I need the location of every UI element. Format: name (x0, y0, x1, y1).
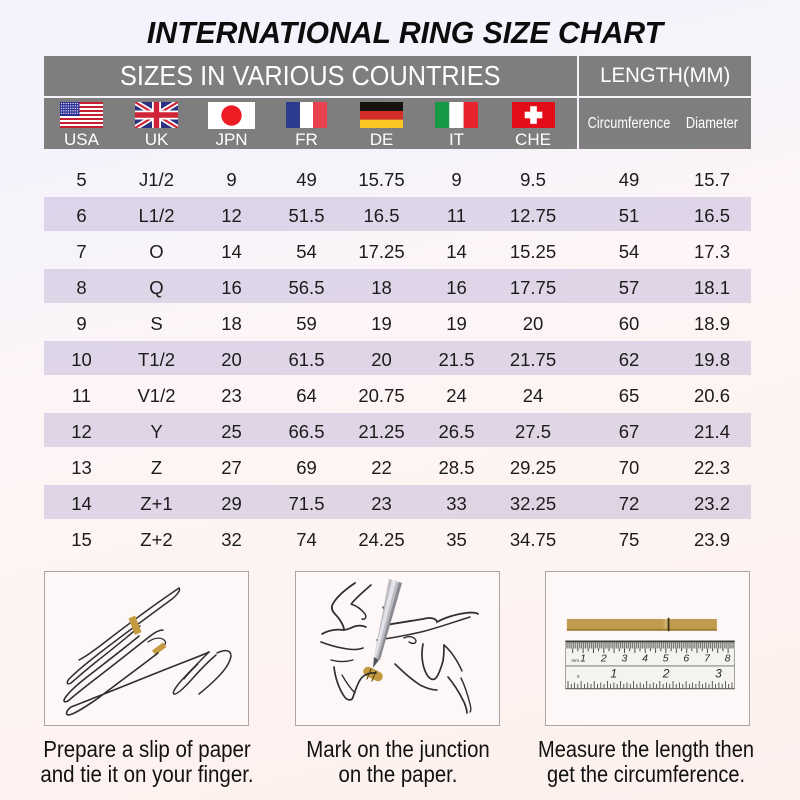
svg-text:6: 6 (683, 653, 689, 665)
svg-text:3: 3 (715, 667, 722, 681)
svg-text:1: 1 (580, 653, 586, 665)
svg-text:mm: mm (571, 658, 579, 663)
svg-text:8: 8 (724, 653, 730, 665)
svg-text:4: 4 (642, 653, 648, 665)
svg-text:1: 1 (610, 667, 617, 681)
svg-text:3: 3 (621, 653, 627, 665)
svg-text:2: 2 (599, 653, 606, 665)
svg-text:7: 7 (704, 653, 711, 665)
svg-text:2: 2 (661, 667, 669, 681)
svg-text:x: x (577, 674, 580, 680)
svg-text:5: 5 (662, 653, 668, 665)
